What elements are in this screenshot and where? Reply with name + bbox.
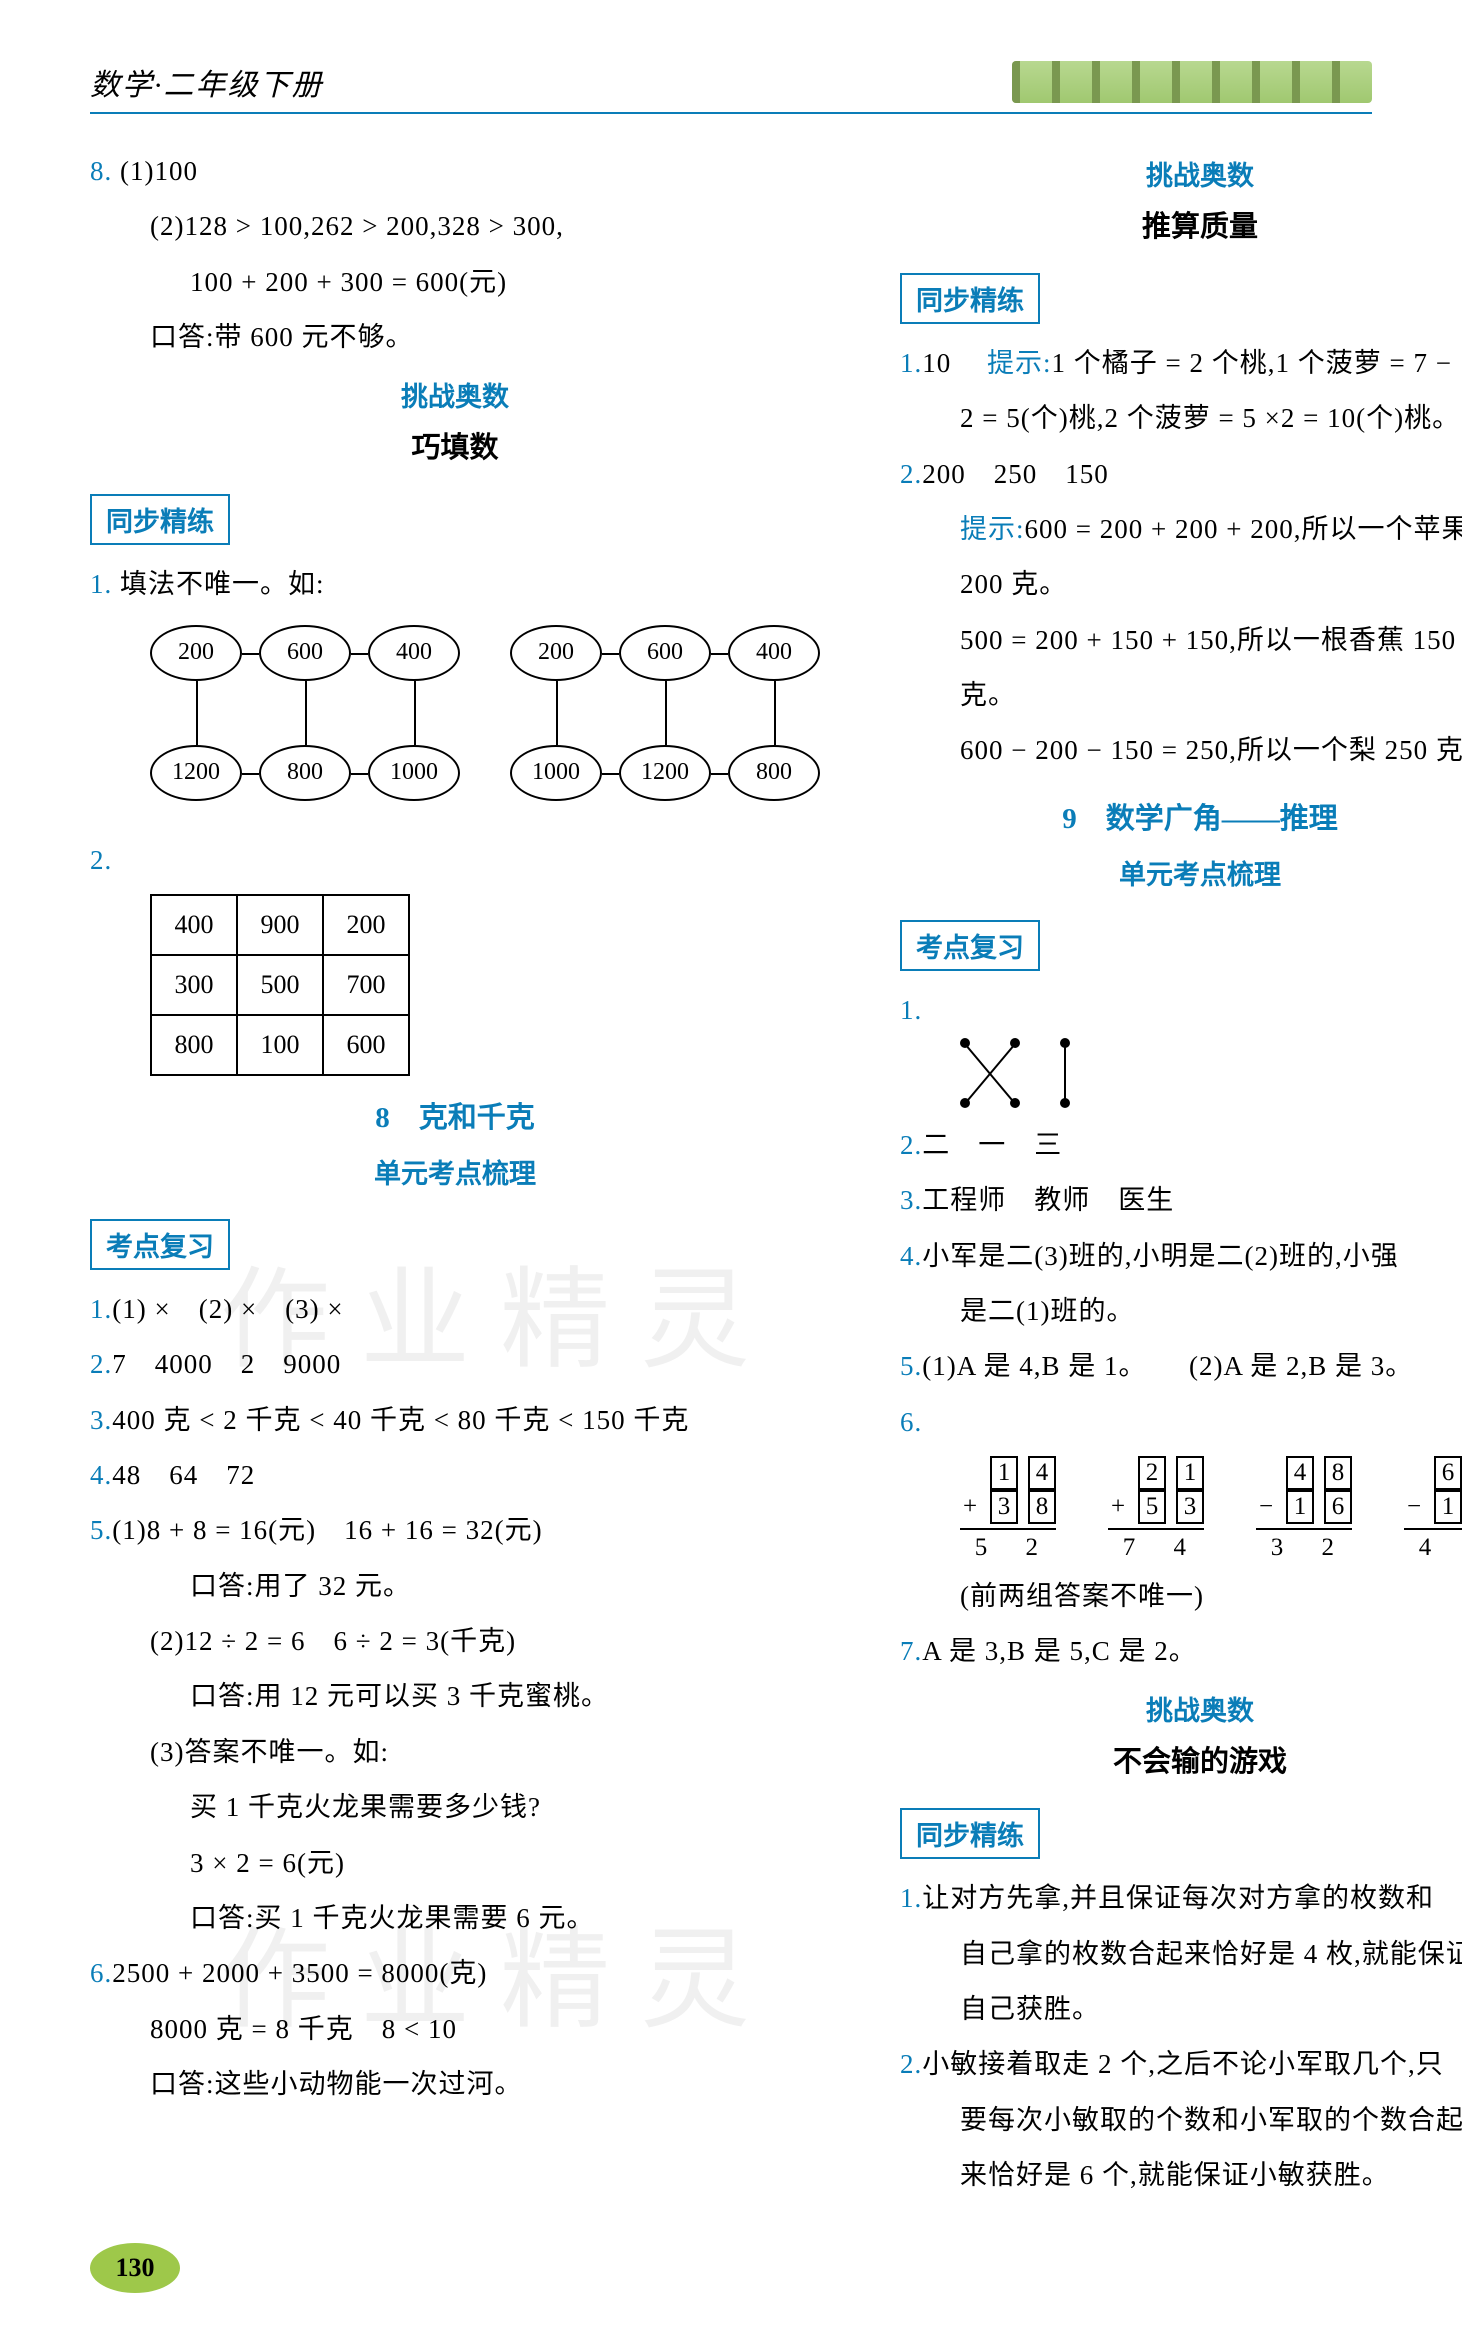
- q2: 2.: [90, 833, 820, 888]
- k6b: 8000 克 = 8 千克 8 < 10: [90, 2002, 820, 2057]
- page-header: 数学·二年级下册: [90, 60, 1372, 114]
- bubble-diagrams: 200 600 400 1200 800 1000 200 600 400 10…: [150, 625, 820, 815]
- header-decoration: [1012, 61, 1372, 103]
- tag-tbjl-r: 同步精练: [900, 273, 1040, 324]
- bubble: 400: [368, 625, 460, 681]
- r2: 2.200 250 150: [900, 447, 1462, 502]
- k5b2: 口答:用 12 元可以买 3 千克蜜桃。: [90, 1669, 820, 1724]
- k1: (1) × (2) × (3) ×: [112, 1294, 343, 1324]
- g2c: 来恰好是 6 个,就能保证小敏获胜。: [900, 2148, 1462, 2203]
- two-column-layout: 8. (1)100 (2)128 > 100,262 > 200,328 > 3…: [90, 144, 1372, 2203]
- qiaotianshu: 巧填数: [90, 424, 820, 466]
- k5b: (2)12 ÷ 2 = 6 6 ÷ 2 = 3(千克): [90, 1614, 820, 1669]
- right-tzas: 挑战奥数: [900, 154, 1462, 193]
- k2: 7 4000 2 9000: [112, 1349, 341, 1379]
- cross-diagram: [960, 1038, 1080, 1118]
- q8-l1: (1)100: [120, 156, 198, 186]
- r2d: 500 = 200 + 150 + 150,所以一根香蕉 150 克。: [900, 613, 1462, 724]
- page-number: 130: [90, 2243, 180, 2293]
- tag-tbjl: 同步精练: [90, 494, 230, 545]
- arith-3: 48 −16 3 2: [1256, 1456, 1352, 1565]
- diagram-b: 200 600 400 1000 1200 800: [510, 625, 820, 815]
- r1: 1.10 提示:1 个橘子 = 2 个桃,1 个菠萝 = 7 −: [900, 336, 1462, 391]
- unit9-sub: 单元考点梳理: [900, 853, 1462, 892]
- tag-kdfx-r: 考点复习: [900, 920, 1040, 971]
- k5a: (1)8 + 8 = 16(元) 16 + 16 = 32(元): [112, 1515, 542, 1545]
- p6note: (前两组答案不唯一): [900, 1569, 1462, 1624]
- p1num: 1.: [900, 995, 922, 1025]
- bubble: 200: [510, 625, 602, 681]
- k5a2: 口答:用了 32 元。: [90, 1559, 820, 1614]
- arith-1: 14 +38 5 2: [960, 1456, 1056, 1565]
- k6c: 口答:这些小动物能一次过河。: [90, 2057, 820, 2112]
- game-title: 不会输的游戏: [900, 1738, 1462, 1780]
- q8-l4: 口答:带 600 元不够。: [90, 310, 820, 365]
- page-number-wrap: 130: [90, 2243, 1372, 2293]
- r2c: 200 克。: [900, 557, 1462, 612]
- p4a: 小军是二(3)班的,小明是二(2)班的,小强: [922, 1241, 1398, 1271]
- q8-l3: 100 + 200 + 300 = 600(元): [90, 255, 820, 310]
- bubble: 1200: [619, 745, 711, 801]
- tag-kdfx: 考点复习: [90, 1219, 230, 1270]
- p5a: (1)A 是 4,B 是 1。 (2)A 是 2,B 是 3。: [922, 1351, 1413, 1381]
- q1: 1. 填法不唯一。如:: [90, 557, 820, 612]
- q8-line1: 8. (1)100: [90, 144, 820, 199]
- k6a: 2500 + 2000 + 3500 = 8000(克): [112, 1958, 487, 1988]
- arith-2: 21 +53 7 4: [1108, 1456, 1204, 1565]
- bubble: 800: [728, 745, 820, 801]
- left-tzas: 挑战奥数: [90, 375, 820, 414]
- right-tzas2: 挑战奥数: [900, 1689, 1462, 1728]
- diagram-a: 200 600 400 1200 800 1000: [150, 625, 460, 815]
- p2: 二 一 三: [922, 1130, 1062, 1160]
- g1b: 自己拿的枚数合起来恰好是 4 枚,就能保证: [900, 1927, 1462, 1982]
- bubble: 200: [150, 625, 242, 681]
- k5c4: 口答:买 1 千克火龙果需要 6 元。: [90, 1891, 820, 1946]
- k5c: (3)答案不唯一。如:: [90, 1725, 820, 1780]
- q1-note: 填法不唯一。如:: [120, 569, 325, 599]
- chapter9-title: 9 数学广角——推理: [900, 795, 1462, 837]
- g2a: 小敏接着取走 2 个,之后不论小军取几个,只: [922, 2049, 1444, 2079]
- k3: 400 克 < 2 千克 < 40 千克 < 80 千克 < 150 千克: [112, 1405, 689, 1435]
- bubble: 800: [259, 745, 351, 801]
- left-column: 8. (1)100 (2)128 > 100,262 > 200,328 > 3…: [90, 144, 820, 2203]
- right-column: 挑战奥数 推算质量 同步精练 1.10 提示:1 个橘子 = 2 个桃,1 个菠…: [900, 144, 1462, 2203]
- tuisuanzhiliang: 推算质量: [900, 203, 1462, 245]
- bubble: 600: [619, 625, 711, 681]
- g2b: 要每次小敏取的个数和小军取的个数合起: [900, 2093, 1462, 2148]
- r2e: 600 − 200 − 150 = 250,所以一个梨 250 克。: [900, 723, 1462, 778]
- k5c3: 3 × 2 = 6(元): [90, 1836, 820, 1891]
- q8-num: 8.: [90, 156, 112, 186]
- bubble: 1000: [368, 745, 460, 801]
- bubble: 400: [728, 625, 820, 681]
- q1-num: 1.: [90, 569, 112, 599]
- p4b: 是二(1)班的。: [900, 1284, 1462, 1339]
- arith-4: 63 −15 4 8: [1404, 1456, 1462, 1565]
- q2-num: 2.: [90, 845, 112, 875]
- q8-l2: (2)128 > 100,262 > 200,328 > 300,: [90, 199, 820, 254]
- arithmetic-row: 14 +38 5 2 21 +53 7 4 48 −16 3 2 63 −15 …: [960, 1456, 1462, 1565]
- k4: 48 64 72: [112, 1460, 255, 1490]
- p6num: 6.: [900, 1407, 922, 1437]
- bubble: 1200: [150, 745, 242, 801]
- g1c: 自己获胜。: [900, 1982, 1462, 2037]
- g1a: 让对方先拿,并且保证每次对方拿的枚数和: [922, 1883, 1434, 1913]
- unit8-sub: 单元考点梳理: [90, 1152, 820, 1191]
- bubble: 1000: [510, 745, 602, 801]
- p3: 工程师 教师 医生: [922, 1185, 1174, 1215]
- r1c: 2 = 5(个)桃,2 个菠萝 = 5 ×2 = 10(个)桃。: [900, 391, 1462, 446]
- header-title: 数学·二年级下册: [90, 60, 324, 104]
- tag-tbjl2: 同步精练: [900, 1808, 1040, 1859]
- p7: A 是 3,B 是 5,C 是 2。: [922, 1636, 1197, 1666]
- grid-table: 400900200 300500700 800100600: [150, 894, 410, 1076]
- k5c2: 买 1 千克火龙果需要多少钱?: [90, 1780, 820, 1835]
- r2b: 提示:600 = 200 + 200 + 200,所以一个苹果: [900, 502, 1462, 557]
- chapter8-title: 8 克和千克: [90, 1094, 820, 1136]
- bubble: 600: [259, 625, 351, 681]
